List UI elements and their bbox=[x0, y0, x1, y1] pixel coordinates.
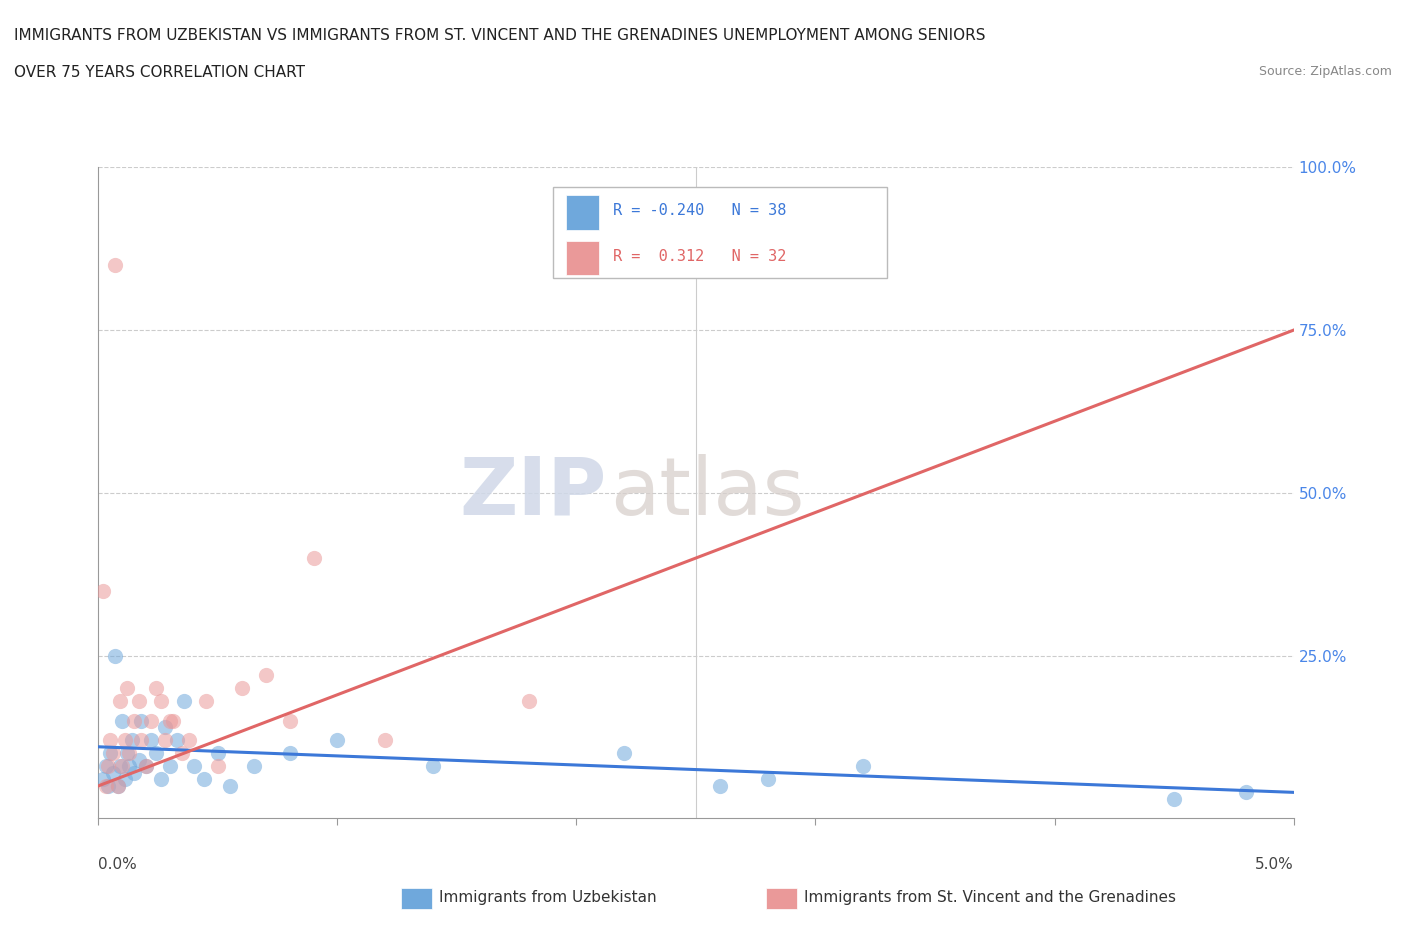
Point bbox=[231, 681, 253, 696]
Point bbox=[124, 713, 146, 728]
Point bbox=[108, 759, 131, 774]
Point bbox=[139, 713, 162, 728]
Point bbox=[131, 713, 153, 728]
Text: 0.0%: 0.0% bbox=[98, 857, 138, 872]
Point bbox=[278, 713, 301, 728]
Point bbox=[149, 772, 172, 787]
Point bbox=[183, 759, 205, 774]
Point bbox=[124, 765, 146, 780]
Point bbox=[118, 759, 141, 774]
Text: Immigrants from St. Vincent and the Grenadines: Immigrants from St. Vincent and the Gren… bbox=[804, 890, 1177, 905]
Point bbox=[139, 733, 162, 748]
Point bbox=[302, 551, 325, 565]
Text: atlas: atlas bbox=[610, 454, 804, 532]
Point bbox=[278, 746, 301, 761]
Point bbox=[135, 759, 157, 774]
Point bbox=[94, 759, 117, 774]
Point bbox=[128, 694, 150, 709]
Point bbox=[104, 258, 127, 272]
Point bbox=[155, 720, 177, 735]
Text: IMMIGRANTS FROM UZBEKISTAN VS IMMIGRANTS FROM ST. VINCENT AND THE GRENADINES UNE: IMMIGRANTS FROM UZBEKISTAN VS IMMIGRANTS… bbox=[14, 28, 986, 43]
Point bbox=[159, 713, 181, 728]
Point bbox=[98, 746, 122, 761]
Text: R =  0.312   N = 32: R = 0.312 N = 32 bbox=[613, 248, 786, 264]
Point bbox=[173, 694, 195, 709]
Point bbox=[108, 694, 131, 709]
Text: R = -0.240   N = 38: R = -0.240 N = 38 bbox=[613, 203, 786, 219]
Point bbox=[852, 759, 875, 774]
Text: ZIP: ZIP bbox=[460, 454, 606, 532]
Point bbox=[195, 694, 218, 709]
Point bbox=[1234, 785, 1257, 800]
Text: Immigrants from Uzbekistan: Immigrants from Uzbekistan bbox=[439, 890, 657, 905]
Point bbox=[131, 733, 153, 748]
Point bbox=[159, 759, 181, 774]
Point bbox=[135, 759, 157, 774]
Point bbox=[155, 733, 177, 748]
Point bbox=[121, 733, 143, 748]
Point bbox=[179, 733, 201, 748]
Point bbox=[243, 759, 266, 774]
Point bbox=[101, 765, 124, 780]
Point bbox=[98, 733, 122, 748]
Point bbox=[166, 733, 188, 748]
Point bbox=[207, 759, 229, 774]
Point bbox=[149, 694, 172, 709]
Point bbox=[145, 746, 167, 761]
Point bbox=[115, 746, 138, 761]
Text: OVER 75 YEARS CORRELATION CHART: OVER 75 YEARS CORRELATION CHART bbox=[14, 65, 305, 80]
Point bbox=[709, 778, 731, 793]
Point bbox=[219, 778, 242, 793]
Point bbox=[107, 778, 129, 793]
Point bbox=[114, 733, 136, 748]
Point bbox=[422, 759, 444, 774]
Point bbox=[1163, 791, 1185, 806]
Text: Source: ZipAtlas.com: Source: ZipAtlas.com bbox=[1258, 65, 1392, 78]
Text: 5.0%: 5.0% bbox=[1254, 857, 1294, 872]
Point bbox=[374, 733, 396, 748]
Point bbox=[254, 668, 277, 683]
Point bbox=[207, 746, 229, 761]
Point bbox=[114, 772, 136, 787]
Point bbox=[326, 733, 349, 748]
Point bbox=[128, 752, 150, 767]
Point bbox=[172, 746, 194, 761]
Point bbox=[91, 772, 114, 787]
Point bbox=[118, 746, 141, 761]
Point bbox=[613, 746, 636, 761]
Point bbox=[162, 713, 184, 728]
Point bbox=[104, 648, 127, 663]
Point bbox=[111, 759, 134, 774]
Point bbox=[193, 772, 215, 787]
Point bbox=[756, 772, 779, 787]
Point bbox=[94, 778, 117, 793]
Point bbox=[101, 746, 124, 761]
Point bbox=[115, 681, 138, 696]
Point bbox=[97, 759, 120, 774]
Point bbox=[97, 778, 120, 793]
Point bbox=[111, 713, 134, 728]
Point bbox=[107, 778, 129, 793]
Point bbox=[91, 583, 114, 598]
Point bbox=[517, 694, 540, 709]
Point bbox=[145, 681, 167, 696]
